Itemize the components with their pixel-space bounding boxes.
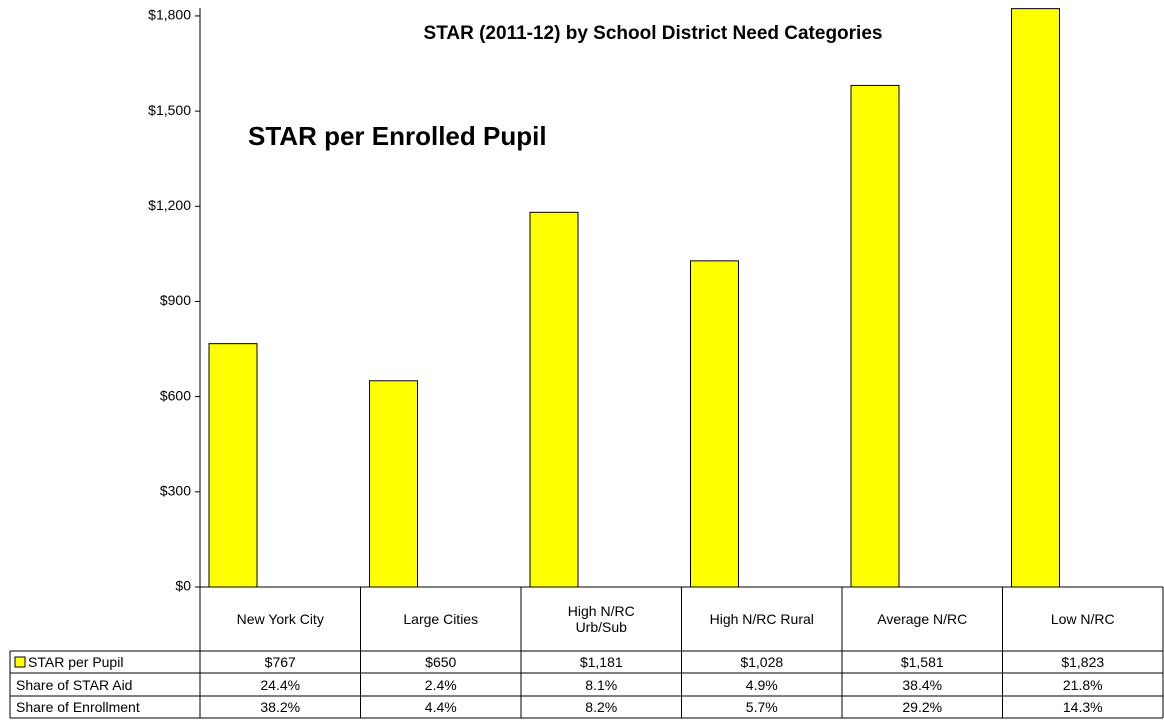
table-cell: 38.2% [260,699,301,715]
bar [529,211,579,588]
table-cell: 5.7% [745,699,778,715]
legend-key [14,656,26,668]
x-tick-label: Low N/RC [1050,611,1115,627]
row-label: Share of Enrollment [16,699,140,715]
value-label: $1,823 [1061,654,1105,670]
x-tick-label: Large Cities [403,611,479,627]
value-label: $767 [264,654,296,670]
value-label: $650 [425,654,457,670]
chart-subtitle: STAR per Enrolled Pupil [248,121,547,151]
bar [369,380,418,588]
table-cell: 8.2% [585,699,618,715]
table-cell: 4.4% [424,699,457,715]
table-cell: 21.8% [1062,676,1103,693]
value-label: $1,581 [900,654,944,670]
table-cell: 4.9% [745,676,778,693]
y-tick-label: $300 [160,483,191,499]
x-tick-label: High N/RC Urb/Sub [567,603,635,635]
x-tick-label: High N/RC Rural [709,611,814,627]
table-cell: 8.1% [585,676,618,693]
table-cell: 14.3% [1062,699,1103,715]
y-tick-label: $1,500 [148,102,191,118]
bar [208,343,258,588]
y-tick-label: $1,800 [148,7,191,23]
value-label: $1,028 [740,654,784,670]
bar [850,84,900,588]
y-tick-label: $0 [175,578,191,594]
value-label: $1,181 [579,654,623,670]
bar [690,260,739,588]
legend-label: STAR per Pupil [28,654,124,670]
y-tick-label: $900 [160,292,191,308]
x-tick-label: Average N/RC [877,611,968,627]
table-cell: 29.2% [902,699,943,715]
row-label: Share of STAR Aid [16,676,133,693]
y-tick-label: $1,200 [148,197,191,213]
table-cell: 24.4% [260,676,301,693]
bar [1011,8,1060,588]
table-cell: 38.4% [902,676,943,693]
y-tick-label: $600 [160,387,191,403]
x-tick-label: New York City [236,611,324,627]
chart-title: STAR (2011-12) by School District Need C… [424,23,883,44]
table-cell: 2.4% [424,676,457,693]
